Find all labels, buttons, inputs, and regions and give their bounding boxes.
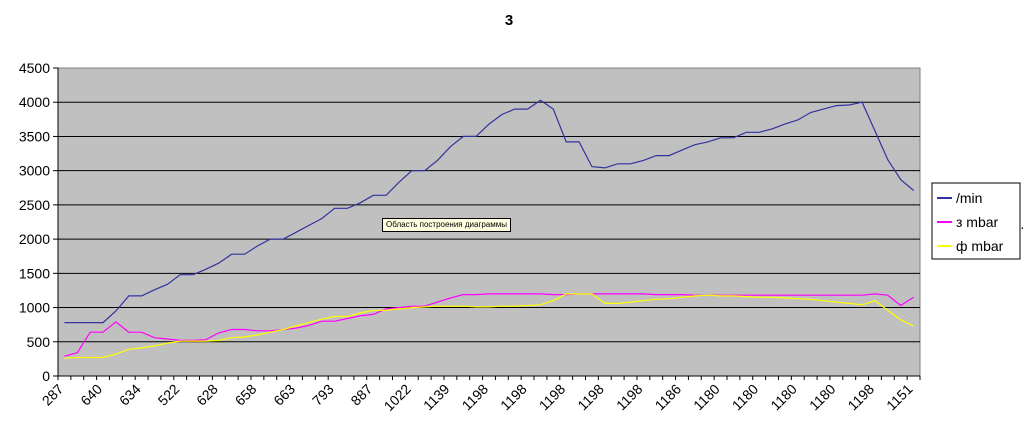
y-tick-label: 3000 bbox=[19, 163, 50, 179]
x-tick-label: 793 bbox=[309, 381, 337, 409]
y-tick-label: 1000 bbox=[19, 300, 50, 316]
series-line-2 bbox=[64, 293, 914, 357]
y-tick-label: 2000 bbox=[19, 231, 50, 247]
x-tick-label: 1186 bbox=[652, 381, 685, 414]
y-tick-label: 2500 bbox=[19, 197, 50, 213]
plot-area-tooltip: Область построения диаграммы bbox=[382, 218, 512, 232]
x-tick-label: 658 bbox=[232, 381, 260, 409]
x-tick-label: 1198 bbox=[459, 381, 492, 414]
series-lines bbox=[64, 99, 914, 359]
series-line-1 bbox=[64, 99, 914, 324]
y-tick-label: 0 bbox=[42, 368, 50, 384]
legend-label: ф mbar bbox=[956, 238, 1004, 254]
x-axis: 287 640 634 522 628 658 663 793 887 1022 1139 1198 1… bbox=[39, 375, 921, 414]
x-tick-label: 628 bbox=[193, 381, 221, 409]
x-tick-label: 1198 bbox=[536, 381, 569, 414]
chart-title: 3 bbox=[505, 12, 513, 29]
legend-label: з mbar bbox=[956, 214, 999, 230]
x-tick-label: 1198 bbox=[574, 381, 607, 414]
x-tick-label: 1198 bbox=[497, 381, 530, 414]
legend[interactable]: /min з mbar ф mbar bbox=[931, 182, 1021, 260]
gridlines bbox=[58, 101, 920, 343]
x-tick-label: 1022 bbox=[381, 381, 414, 414]
x-tick-label: 640 bbox=[77, 381, 105, 409]
x-tick-label: 1180 bbox=[806, 381, 839, 414]
y-tick-label: 500 bbox=[27, 334, 51, 350]
y-axis: 0 500 1000 1500 2000 2500 3000 3500 4000 4500 bbox=[19, 60, 59, 384]
y-tick-label: 4500 bbox=[19, 60, 50, 76]
x-tick-label: 522 bbox=[155, 381, 183, 409]
x-tick-label: 1180 bbox=[767, 381, 800, 414]
x-tick-label: 1180 bbox=[729, 381, 762, 414]
x-tick-label: 1151 bbox=[883, 381, 916, 414]
x-tick-label: 1198 bbox=[844, 381, 877, 414]
x-tick-label: 634 bbox=[116, 381, 144, 409]
x-tick-label: 1180 bbox=[690, 381, 723, 414]
y-tick-label: 1500 bbox=[19, 265, 50, 281]
legend-label: /min bbox=[956, 190, 982, 206]
x-tick-label: 663 bbox=[270, 381, 298, 409]
x-tick-label: 1139 bbox=[420, 381, 453, 414]
legend-dot: · bbox=[1020, 219, 1024, 235]
x-tick-label: 287 bbox=[39, 381, 67, 409]
y-tick-label: 3500 bbox=[19, 128, 50, 144]
series-line-3 bbox=[64, 293, 914, 359]
y-tick-label: 4000 bbox=[19, 94, 50, 110]
x-tick-label: 887 bbox=[347, 381, 375, 409]
x-tick-label: 1198 bbox=[613, 381, 646, 414]
